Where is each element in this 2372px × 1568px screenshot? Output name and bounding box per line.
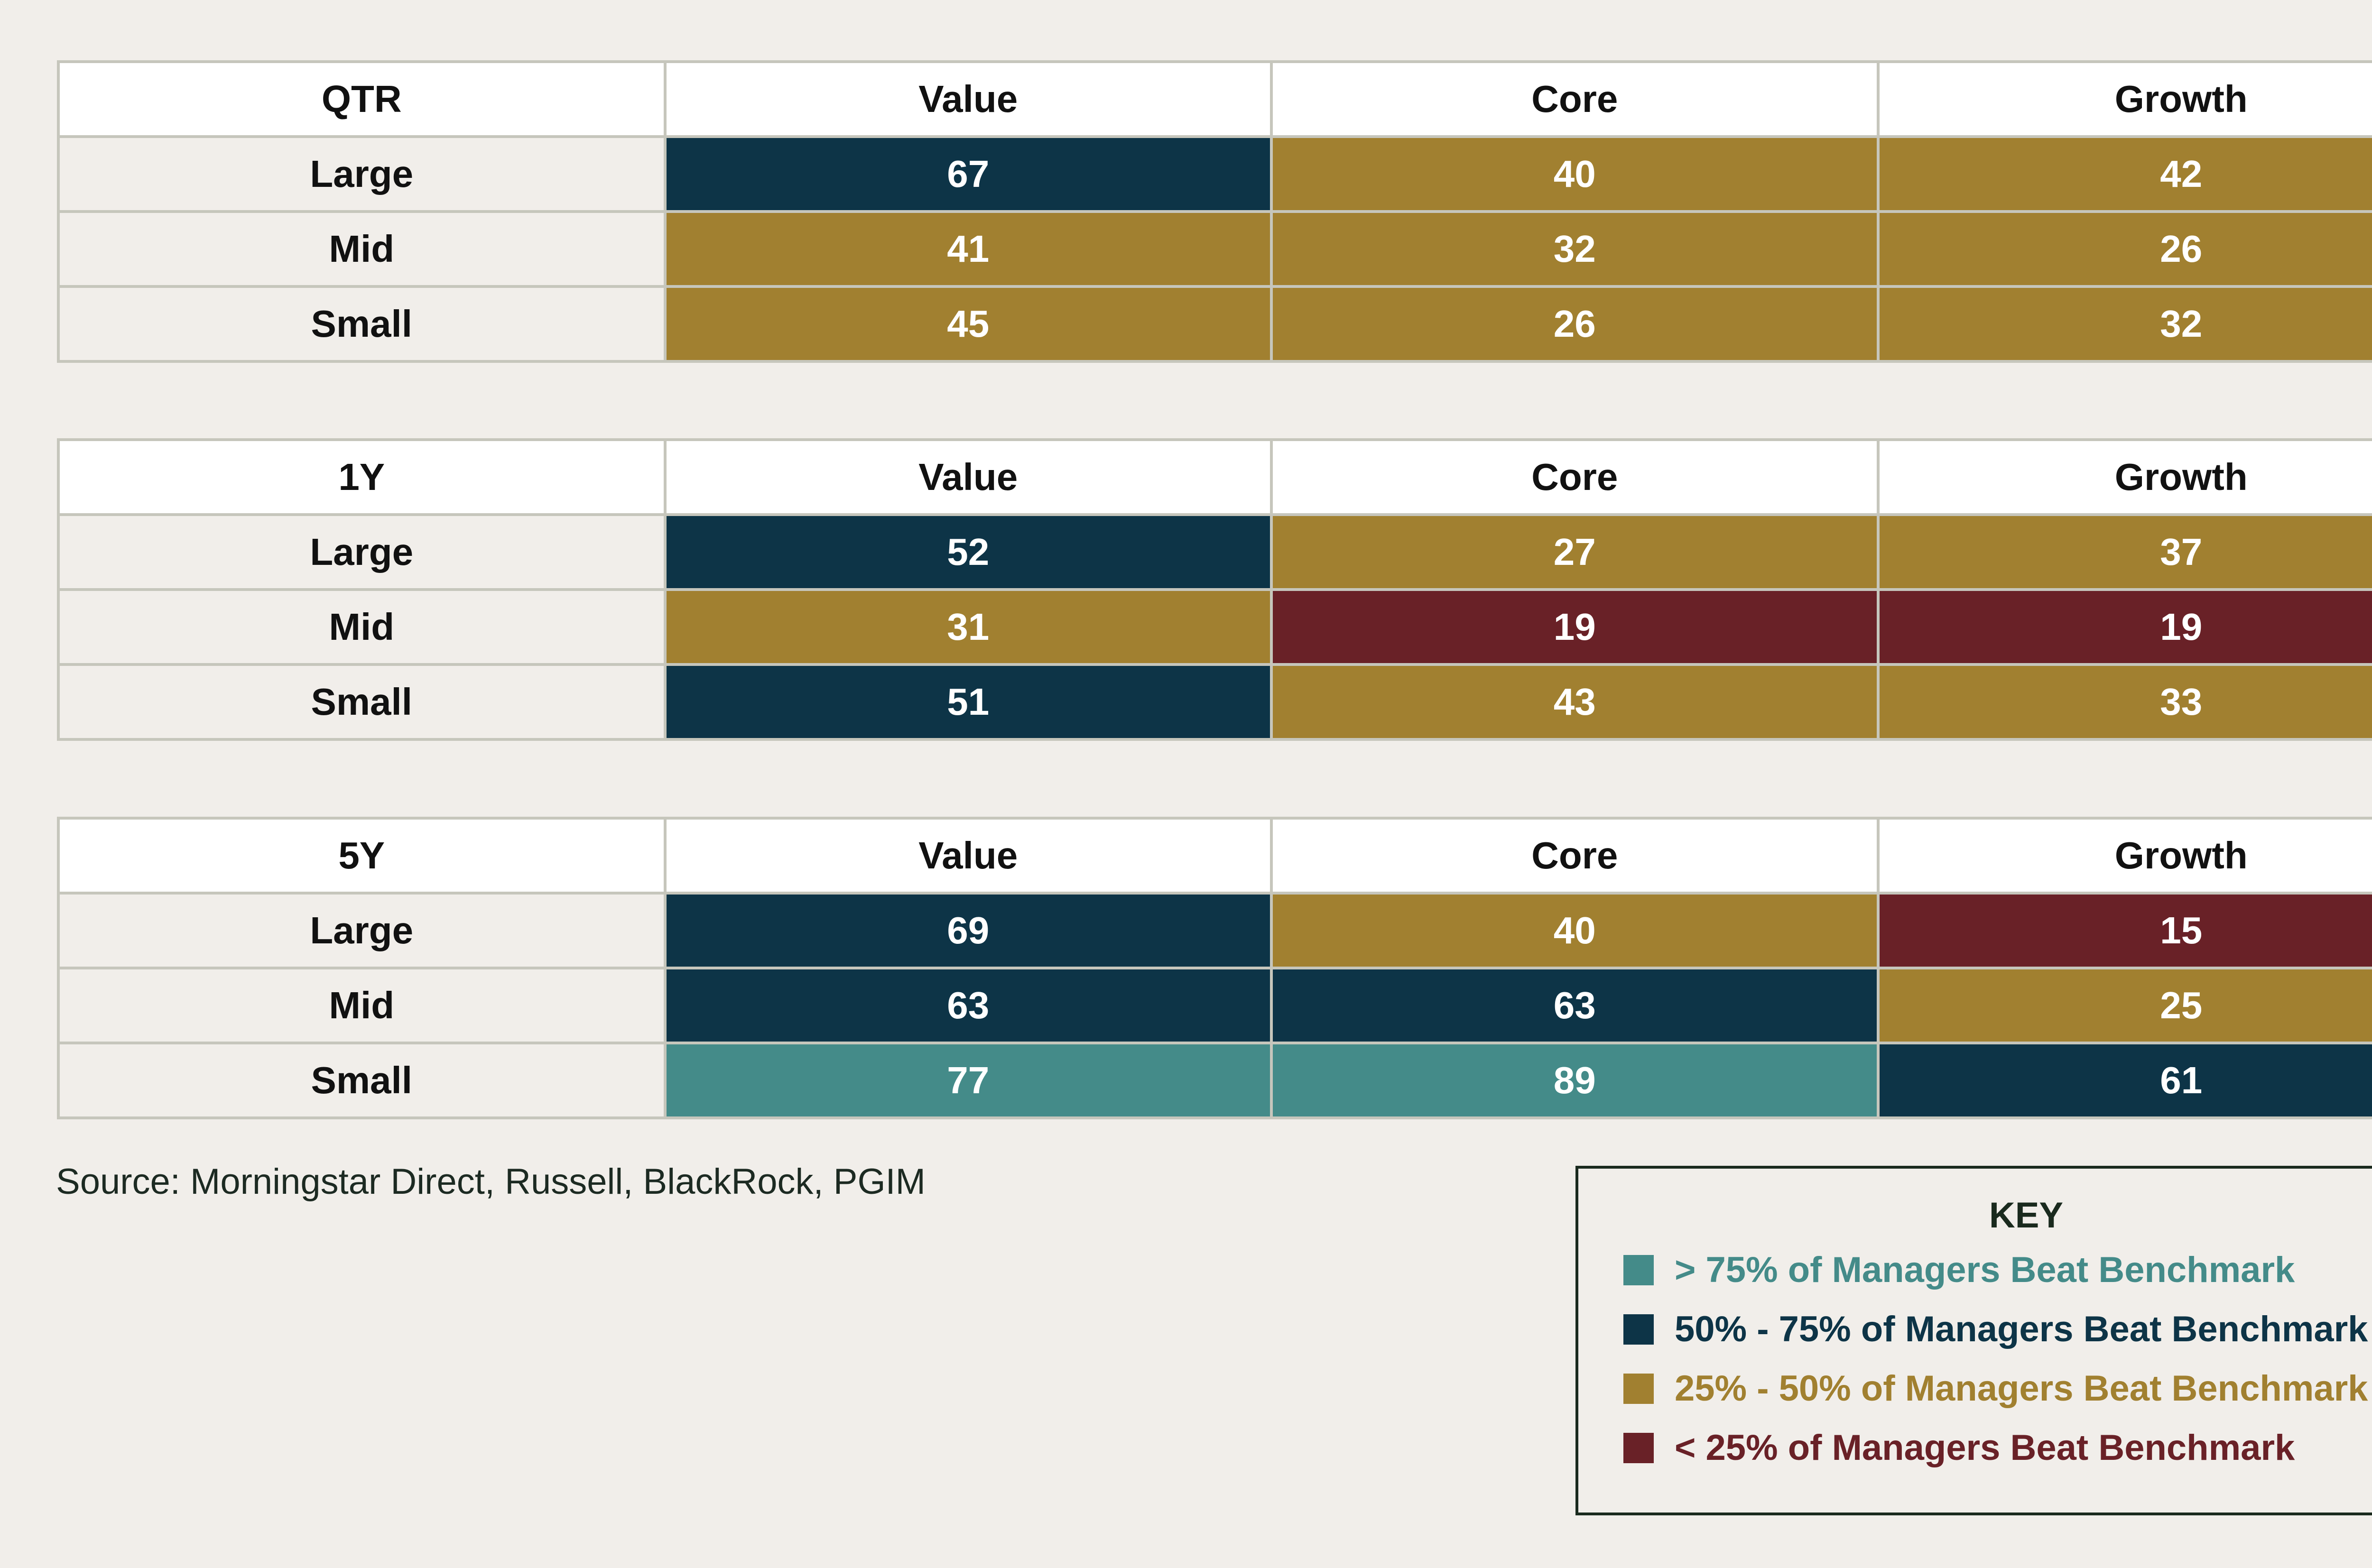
column-header: Core: [1273, 63, 1877, 135]
value-cell: 37: [1879, 516, 2372, 588]
value-cell: 26: [1273, 288, 1877, 360]
value-cell: 33: [1879, 666, 2372, 738]
key-item-50-75: 50% - 75% of Managers Beat Benchmark: [1623, 1309, 2372, 1350]
key-label: < 25% of Managers Beat Benchmark: [1675, 1428, 2295, 1468]
value-cell: 52: [666, 516, 1270, 588]
value-cell: 32: [1879, 288, 2372, 360]
value-cell: 27: [1273, 516, 1877, 588]
row-label: Mid: [60, 591, 664, 663]
swatch-25-50: [1623, 1373, 1654, 1404]
period-header: QTR: [60, 63, 664, 135]
column-header: Core: [1273, 820, 1877, 892]
value-cell: 41: [666, 213, 1270, 285]
key-title: KEY: [1989, 1195, 2064, 1236]
value-cell: 19: [1273, 591, 1877, 663]
column-header: Value: [666, 63, 1270, 135]
column-header: Growth: [1879, 441, 2372, 513]
column-header: Value: [666, 820, 1270, 892]
table-1y: 1Y Value Core Growth Large 52 27 37 Mid 31 19 19 Sma…: [57, 438, 2372, 741]
column-header: Growth: [1879, 63, 2372, 135]
swatch-50-75: [1623, 1314, 1654, 1345]
value-cell: 31: [666, 591, 1270, 663]
value-cell: 25: [1879, 969, 2372, 1042]
key-item-25-50: 25% - 50% of Managers Beat Benchmark: [1623, 1368, 2372, 1409]
value-cell: 77: [666, 1044, 1270, 1116]
column-header: Core: [1273, 441, 1877, 513]
key-label: 50% - 75% of Managers Beat Benchmark: [1675, 1309, 2368, 1349]
value-cell: 15: [1879, 895, 2372, 967]
key-label: 25% - 50% of Managers Beat Benchmark: [1675, 1368, 2368, 1409]
value-cell: 43: [1273, 666, 1877, 738]
period-header: 1Y: [60, 441, 664, 513]
column-header: Value: [666, 441, 1270, 513]
value-cell: 69: [666, 895, 1270, 967]
value-cell: 42: [1879, 138, 2372, 210]
key-item-gt75: > 75% of Managers Beat Benchmark: [1623, 1249, 2372, 1291]
value-cell: 61: [1879, 1044, 2372, 1116]
value-cell: 63: [1273, 969, 1877, 1042]
swatch-lt25: [1623, 1432, 1654, 1463]
row-label: Mid: [60, 969, 664, 1042]
value-cell: 26: [1879, 213, 2372, 285]
row-label: Small: [60, 666, 664, 738]
value-cell: 40: [1273, 138, 1877, 210]
key-label: > 75% of Managers Beat Benchmark: [1675, 1250, 2295, 1290]
legend-key: KEY > 75% of Managers Beat Benchmark 50%…: [1575, 1166, 2372, 1515]
value-cell: 19: [1879, 591, 2372, 663]
value-cell: 32: [1273, 213, 1877, 285]
row-label: Large: [60, 516, 664, 588]
value-cell: 67: [666, 138, 1270, 210]
key-item-lt25: < 25% of Managers Beat Benchmark: [1623, 1427, 2372, 1468]
value-cell: 89: [1273, 1044, 1877, 1116]
value-cell: 40: [1273, 895, 1877, 967]
row-label: Mid: [60, 213, 664, 285]
swatch-gt75: [1623, 1254, 1654, 1285]
row-label: Small: [60, 288, 664, 360]
column-header: Growth: [1879, 820, 2372, 892]
table-qtr: QTR Value Core Growth Large 67 40 42 Mid 41 32 26 Sm…: [57, 60, 2372, 363]
table-5y: 5Y Value Core Growth Large 69 40 15 Mid 63 63 25 Sma…: [57, 817, 2372, 1119]
value-cell: 51: [666, 666, 1270, 738]
value-cell: 63: [666, 969, 1270, 1042]
row-label: Large: [60, 138, 664, 210]
row-label: Small: [60, 1044, 664, 1116]
value-cell: 45: [666, 288, 1270, 360]
period-header: 5Y: [60, 820, 664, 892]
row-label: Large: [60, 895, 664, 967]
source-note: Source: Morningstar Direct, Russell, Bla…: [56, 1162, 926, 1202]
